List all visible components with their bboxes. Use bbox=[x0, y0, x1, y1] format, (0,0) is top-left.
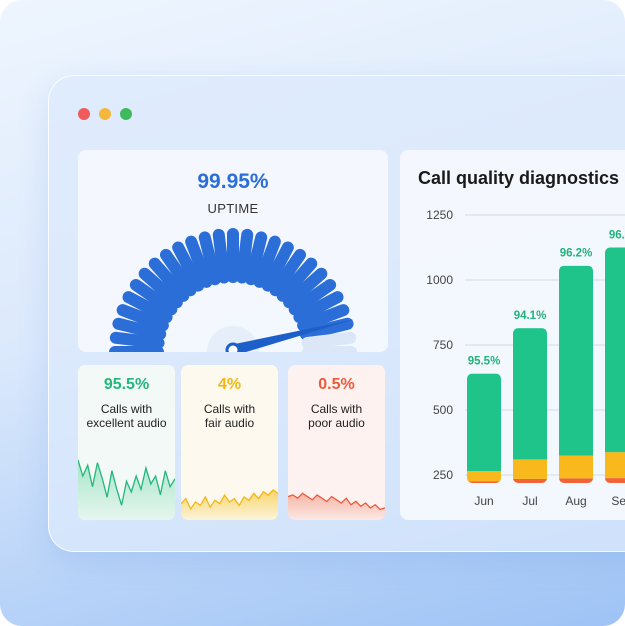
excellent-audio-card: 95.5% Calls with excellent audio bbox=[78, 365, 175, 520]
gauge-segment bbox=[148, 257, 190, 302]
bar-jul bbox=[513, 328, 547, 483]
gauge-segment bbox=[236, 228, 254, 284]
bar-aug bbox=[559, 265, 593, 483]
gauge-segment bbox=[253, 235, 281, 288]
fair-audio-value: 4% bbox=[217, 376, 242, 393]
gauge-segment bbox=[185, 235, 213, 288]
gauge-segment bbox=[276, 257, 318, 302]
bar-data-label: 95.5% bbox=[468, 356, 501, 368]
gauge-segment bbox=[283, 267, 328, 309]
fair-audio-sparkline bbox=[181, 489, 278, 520]
x-tick-label: Sep bbox=[611, 494, 625, 508]
call-quality-chart: 250 500 750 1000 1250 95.5% Jun 94.1% Jul 96.2% Au… bbox=[426, 208, 625, 508]
gauge-segment bbox=[138, 267, 183, 309]
gauge-segment bbox=[293, 291, 344, 324]
y-tick-label: 750 bbox=[433, 338, 453, 352]
gauge-pivot bbox=[225, 342, 241, 352]
uptime-gauge bbox=[109, 228, 357, 352]
x-tick-label: Aug bbox=[565, 494, 586, 508]
uptime-value: 99.95% bbox=[197, 170, 269, 193]
y-tick-label: 500 bbox=[433, 403, 453, 417]
gauge-segment bbox=[198, 231, 222, 286]
fair-audio-label: Calls with fair audio bbox=[203, 402, 256, 430]
bar-data-label: 96.2% bbox=[560, 248, 593, 260]
gauge-segment bbox=[172, 241, 205, 292]
gauge-segment bbox=[112, 317, 167, 341]
excellent-audio-sparkline bbox=[78, 459, 175, 520]
x-tick-label: Jul bbox=[522, 494, 537, 508]
bar-segment bbox=[605, 478, 625, 483]
gauge-segment bbox=[122, 291, 173, 324]
bar-segment bbox=[467, 481, 501, 483]
window-maximize-button[interactable] bbox=[120, 108, 132, 120]
gauge-segment bbox=[261, 241, 294, 292]
poor-audio-value: 0.5% bbox=[318, 376, 355, 393]
gauge-segment bbox=[129, 278, 178, 316]
poor-audio-sparkline bbox=[288, 492, 385, 520]
bar-segment bbox=[513, 478, 547, 483]
bar-segment bbox=[605, 452, 625, 479]
window-close-button[interactable] bbox=[78, 108, 90, 120]
gauge-segment bbox=[159, 248, 197, 297]
poor-audio-card: 0.5% Calls with poor audio bbox=[288, 365, 385, 520]
x-tick-label: Jun bbox=[474, 494, 493, 508]
gauge-segment bbox=[109, 331, 165, 349]
excellent-audio-value: 95.5% bbox=[103, 376, 150, 393]
gauge-segment bbox=[301, 331, 357, 349]
bar-segment bbox=[513, 459, 547, 479]
fair-audio-card: 4% Calls with fair audio bbox=[181, 365, 278, 520]
y-tick-label: 1250 bbox=[426, 208, 453, 222]
gauge-segment bbox=[116, 304, 169, 332]
poor-audio-label: Calls with poor audio bbox=[308, 402, 365, 430]
gauge-segment bbox=[299, 317, 354, 341]
bar-segment bbox=[467, 471, 501, 482]
bar-data-label: 96.% bbox=[609, 230, 625, 242]
window-minimize-button[interactable] bbox=[99, 108, 111, 120]
bar-segment bbox=[559, 478, 593, 483]
bar-segment bbox=[605, 247, 625, 453]
gauge-segment bbox=[297, 304, 350, 332]
bar-segment bbox=[559, 265, 593, 456]
gauge-segment bbox=[269, 248, 307, 297]
bar-segment bbox=[467, 373, 501, 472]
gauge-segment bbox=[244, 231, 268, 286]
bar-jun bbox=[467, 373, 501, 483]
excellent-audio-label: Calls with excellent audio bbox=[86, 402, 167, 430]
bar-data-label: 94.1% bbox=[514, 310, 547, 322]
gauge-needle bbox=[230, 319, 354, 352]
uptime-label: UPTIME bbox=[207, 201, 259, 216]
chart-title: Call quality diagnostics bbox=[418, 168, 620, 188]
bar-segment bbox=[513, 328, 547, 460]
bar-sep bbox=[605, 247, 625, 483]
gauge-segment bbox=[288, 278, 337, 316]
gauge-segment bbox=[212, 228, 230, 284]
bar-segment bbox=[559, 455, 593, 479]
y-tick-label: 1000 bbox=[426, 273, 453, 287]
y-tick-label: 250 bbox=[433, 468, 453, 482]
